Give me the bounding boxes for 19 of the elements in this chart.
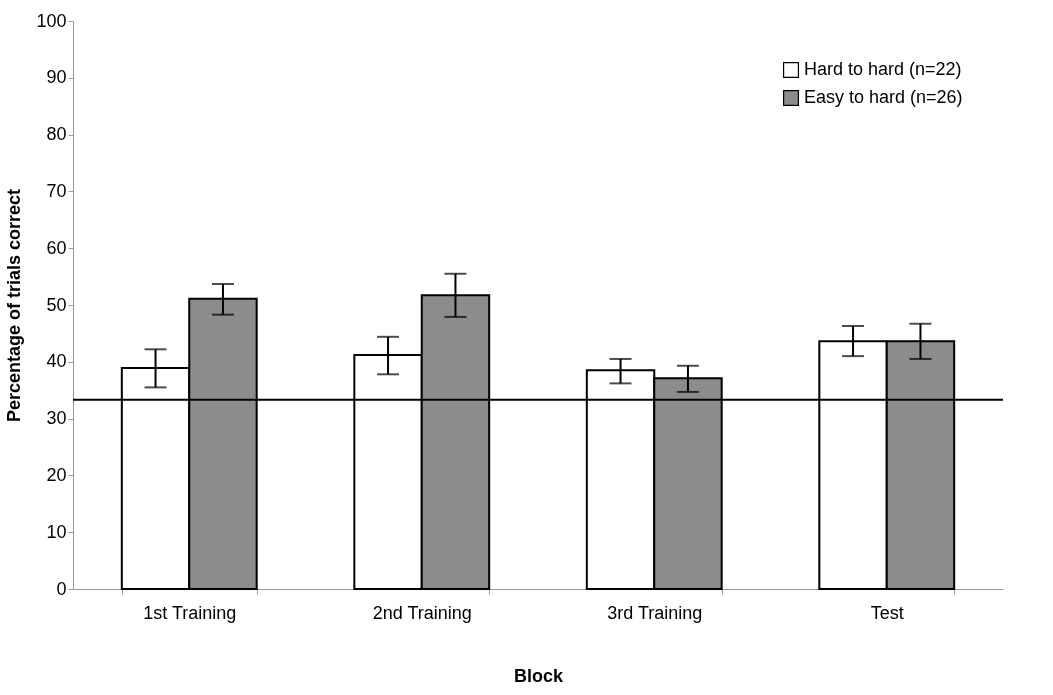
y-tick-label: 60 bbox=[46, 237, 67, 258]
x-tick-label: 2nd Training bbox=[372, 602, 472, 623]
y-tick-label: 10 bbox=[46, 521, 67, 542]
x-tick-label: Test bbox=[870, 602, 904, 623]
x-tick-label: 3rd Training bbox=[607, 602, 703, 623]
y-tick-label: 100 bbox=[36, 10, 67, 31]
legend-label: Easy to hard (n=26) bbox=[804, 87, 963, 107]
y-tick-label: 70 bbox=[46, 180, 67, 201]
x-axis-title: Block bbox=[513, 665, 564, 686]
y-tick-label: 20 bbox=[46, 464, 67, 485]
y-tick-label: 80 bbox=[46, 124, 67, 145]
y-axis-title: Percentage of trials correct bbox=[4, 188, 25, 423]
y-tick-label: 50 bbox=[46, 294, 67, 315]
legend-label: Hard to hard (n=22) bbox=[804, 59, 962, 79]
x-tick-label: 1st Training bbox=[143, 602, 237, 623]
y-tick-label: 0 bbox=[56, 578, 67, 599]
y-tick-label: 40 bbox=[46, 351, 67, 372]
y-tick-label: 90 bbox=[46, 67, 67, 88]
y-tick-label: 30 bbox=[46, 408, 67, 429]
